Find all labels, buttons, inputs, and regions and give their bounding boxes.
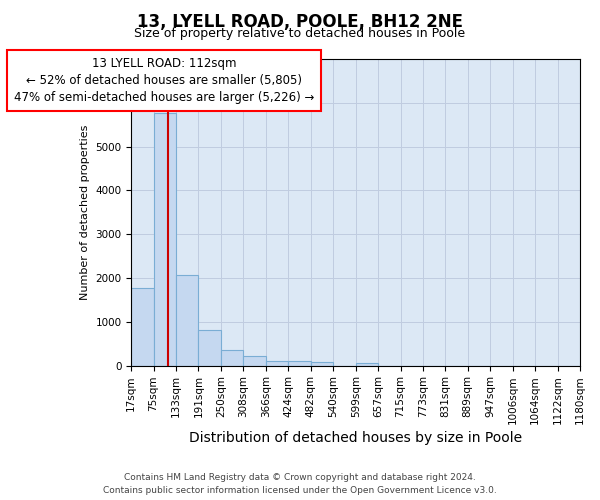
Text: 13 LYELL ROAD: 112sqm
← 52% of detached houses are smaller (5,805)
47% of semi-d: 13 LYELL ROAD: 112sqm ← 52% of detached … xyxy=(14,58,314,104)
Bar xyxy=(244,356,266,366)
Bar xyxy=(311,362,333,366)
X-axis label: Distribution of detached houses by size in Poole: Distribution of detached houses by size … xyxy=(189,431,522,445)
Bar xyxy=(176,276,199,366)
Text: Size of property relative to detached houses in Poole: Size of property relative to detached ho… xyxy=(134,28,466,40)
Bar xyxy=(199,330,221,366)
Bar xyxy=(288,361,311,366)
Bar xyxy=(154,113,176,366)
Text: 13, LYELL ROAD, POOLE, BH12 2NE: 13, LYELL ROAD, POOLE, BH12 2NE xyxy=(137,12,463,30)
Y-axis label: Number of detached properties: Number of detached properties xyxy=(80,124,90,300)
Bar xyxy=(266,360,288,366)
Text: Contains HM Land Registry data © Crown copyright and database right 2024.
Contai: Contains HM Land Registry data © Crown c… xyxy=(103,474,497,495)
Bar xyxy=(131,288,154,366)
Bar xyxy=(356,362,378,366)
Bar xyxy=(221,350,244,366)
